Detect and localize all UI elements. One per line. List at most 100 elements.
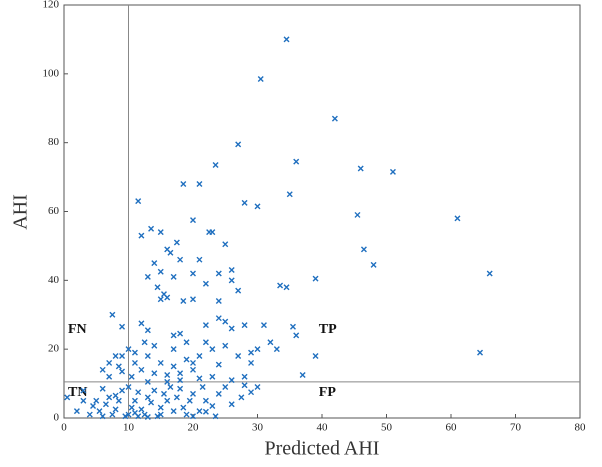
point bbox=[228, 325, 235, 332]
point bbox=[144, 353, 151, 360]
quadrant-label: FP bbox=[319, 385, 337, 400]
point bbox=[157, 296, 164, 303]
point bbox=[241, 199, 248, 206]
point bbox=[99, 385, 106, 392]
point bbox=[128, 404, 135, 411]
point bbox=[135, 198, 142, 205]
point bbox=[131, 349, 138, 356]
point bbox=[80, 397, 87, 404]
point bbox=[235, 353, 242, 360]
x-tick-label: 30 bbox=[252, 422, 264, 434]
point bbox=[370, 261, 377, 268]
y-tick-label: 100 bbox=[43, 67, 60, 79]
point bbox=[119, 387, 126, 394]
point bbox=[144, 327, 151, 334]
point bbox=[86, 411, 93, 418]
point bbox=[190, 296, 196, 303]
point bbox=[248, 359, 255, 366]
x-tick-label: 80 bbox=[575, 422, 587, 434]
point bbox=[135, 389, 142, 396]
point bbox=[157, 411, 164, 418]
point bbox=[119, 353, 126, 360]
x-tick-label: 0 bbox=[61, 422, 67, 434]
x-axis-title: Predicted AHI bbox=[265, 438, 380, 460]
point bbox=[248, 349, 255, 356]
point bbox=[222, 384, 229, 391]
point bbox=[170, 332, 177, 339]
point bbox=[209, 229, 216, 236]
point bbox=[177, 377, 184, 384]
point bbox=[257, 76, 264, 82]
y-tick-label: 0 bbox=[54, 412, 60, 424]
point bbox=[235, 141, 242, 148]
point bbox=[164, 371, 171, 378]
point bbox=[235, 287, 242, 294]
point bbox=[112, 353, 119, 360]
point bbox=[228, 377, 235, 384]
point bbox=[151, 387, 158, 394]
point bbox=[151, 342, 158, 349]
point bbox=[148, 399, 155, 406]
point bbox=[177, 370, 184, 377]
point bbox=[293, 332, 300, 339]
y-axis-title: AHI bbox=[10, 194, 32, 230]
point bbox=[170, 363, 177, 370]
point bbox=[202, 280, 209, 287]
point bbox=[283, 284, 290, 291]
point bbox=[241, 373, 248, 380]
point bbox=[199, 384, 206, 391]
point bbox=[157, 229, 164, 236]
point bbox=[112, 406, 119, 413]
y-tick-label: 40 bbox=[48, 274, 60, 286]
point bbox=[148, 225, 155, 232]
point bbox=[190, 270, 196, 277]
point bbox=[90, 402, 97, 409]
point bbox=[173, 394, 180, 401]
point bbox=[190, 217, 196, 224]
x-tick-label: 10 bbox=[123, 422, 135, 434]
point bbox=[196, 353, 203, 360]
point bbox=[190, 359, 196, 366]
point bbox=[154, 413, 161, 420]
quadrant-label: FN bbox=[68, 322, 87, 337]
point bbox=[215, 297, 222, 304]
point bbox=[212, 162, 219, 169]
point bbox=[277, 282, 284, 289]
point bbox=[109, 311, 116, 318]
point bbox=[180, 297, 187, 304]
point bbox=[293, 158, 300, 165]
point bbox=[157, 359, 164, 366]
point bbox=[196, 180, 203, 187]
point bbox=[228, 277, 235, 284]
point bbox=[141, 339, 148, 346]
point bbox=[131, 409, 138, 416]
point bbox=[260, 322, 267, 329]
point bbox=[131, 359, 138, 366]
point bbox=[102, 401, 109, 408]
point bbox=[180, 404, 187, 411]
point bbox=[183, 356, 190, 363]
point bbox=[248, 389, 255, 396]
point bbox=[228, 401, 235, 408]
point bbox=[122, 413, 129, 420]
point bbox=[99, 413, 106, 420]
point bbox=[360, 246, 367, 253]
point bbox=[64, 394, 71, 401]
point bbox=[215, 361, 222, 368]
point bbox=[238, 394, 245, 401]
point bbox=[183, 411, 190, 418]
point bbox=[106, 359, 113, 366]
point bbox=[138, 232, 145, 239]
point bbox=[254, 203, 261, 210]
point bbox=[144, 394, 151, 401]
point bbox=[164, 397, 171, 404]
point bbox=[157, 404, 164, 411]
point bbox=[144, 273, 151, 280]
x-tick-label: 70 bbox=[510, 422, 522, 434]
plot-frame bbox=[63, 4, 581, 419]
point bbox=[454, 215, 461, 222]
point bbox=[254, 384, 261, 391]
point bbox=[125, 384, 132, 391]
point bbox=[170, 346, 177, 353]
point bbox=[190, 390, 196, 397]
